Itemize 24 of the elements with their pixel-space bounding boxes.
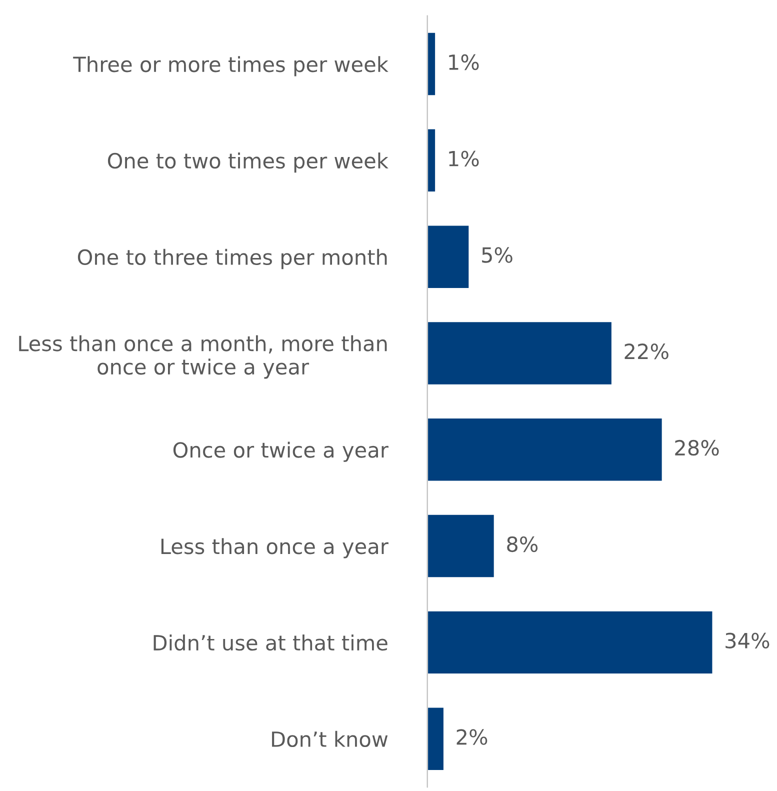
y-tick-label: One to three times per month [78,248,387,270]
data-label: 34% [726,632,770,648]
bar [427,514,496,579]
y-tick-label: One to two times per week [108,152,388,173]
data-label: 5% [482,247,512,263]
data-label: 1% [449,150,479,166]
y-tick-label: Less than once a month, more than once or twice a year [19,335,387,379]
y-tick-label: Less than once a year [161,538,388,558]
bar [427,128,436,193]
data-label: 8% [507,536,538,552]
y-tick-label: Once or twice a year [173,442,388,462]
y-tick-label: Don’t know [272,730,388,748]
bar [427,610,714,675]
data-label: 2% [456,729,488,745]
bar [427,32,436,97]
bar [427,224,470,290]
y-tick-label: Didn’t use at that time [154,634,388,651]
bar [427,706,445,772]
data-label: 28% [675,440,719,456]
bar [427,320,613,386]
bar [427,417,664,482]
data-label: 1% [449,54,479,70]
y-tick-label: Three or more times per week [73,56,388,76]
data-label: 22% [624,344,668,360]
